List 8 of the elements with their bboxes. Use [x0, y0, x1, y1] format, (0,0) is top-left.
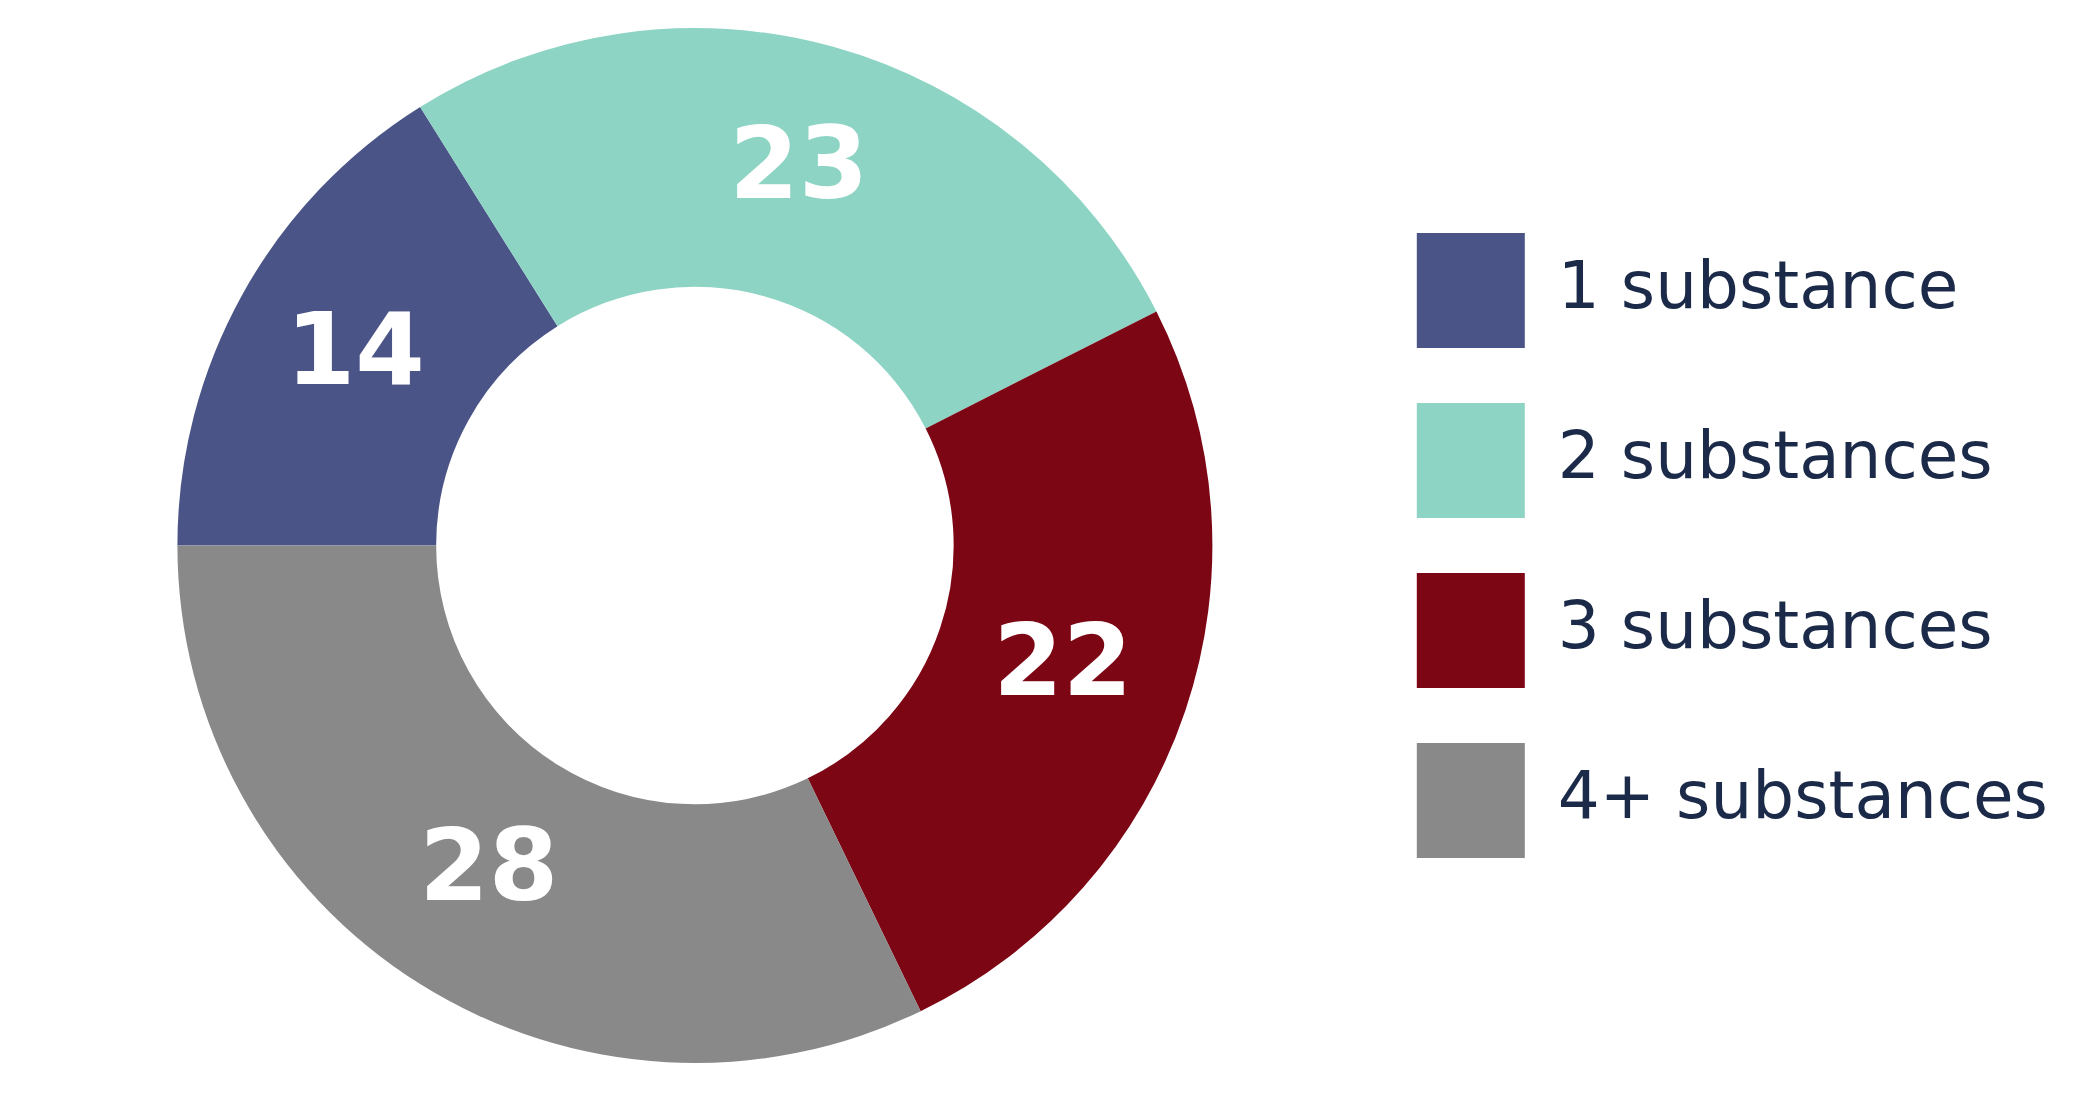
data-label: 23 [729, 104, 869, 222]
legend-label: 1 substance [1557, 246, 1959, 324]
legend-label: 2 substances [1557, 416, 1993, 494]
legend-label: 4+ substances [1557, 756, 2048, 834]
data-label: 14 [285, 290, 425, 408]
data-label: 28 [419, 807, 559, 925]
data-label: 22 [993, 602, 1133, 720]
legend-label: 3 substances [1557, 586, 1993, 664]
